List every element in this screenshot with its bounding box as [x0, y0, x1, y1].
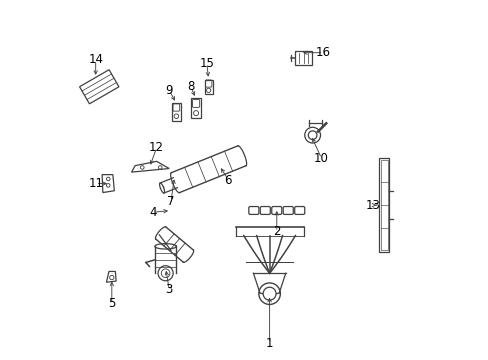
- Text: 14: 14: [88, 53, 103, 66]
- Text: 5: 5: [108, 297, 115, 310]
- Text: 12: 12: [149, 141, 164, 154]
- Bar: [380, 160, 387, 250]
- Bar: [379, 158, 388, 252]
- Text: 9: 9: [165, 84, 173, 97]
- Text: 2: 2: [272, 225, 280, 238]
- Text: 15: 15: [199, 57, 214, 70]
- Bar: [191, 98, 201, 118]
- Text: 1: 1: [265, 337, 273, 350]
- Text: 3: 3: [165, 283, 173, 296]
- Bar: [171, 103, 181, 121]
- Text: 6: 6: [224, 174, 232, 186]
- Text: 13: 13: [366, 199, 380, 212]
- Text: 16: 16: [315, 46, 330, 59]
- Bar: [204, 80, 212, 94]
- Text: 7: 7: [167, 195, 174, 208]
- Bar: [294, 51, 312, 65]
- Text: 10: 10: [313, 152, 328, 165]
- Text: 8: 8: [186, 80, 194, 93]
- Text: 4: 4: [149, 206, 157, 219]
- Text: 11: 11: [88, 177, 103, 190]
